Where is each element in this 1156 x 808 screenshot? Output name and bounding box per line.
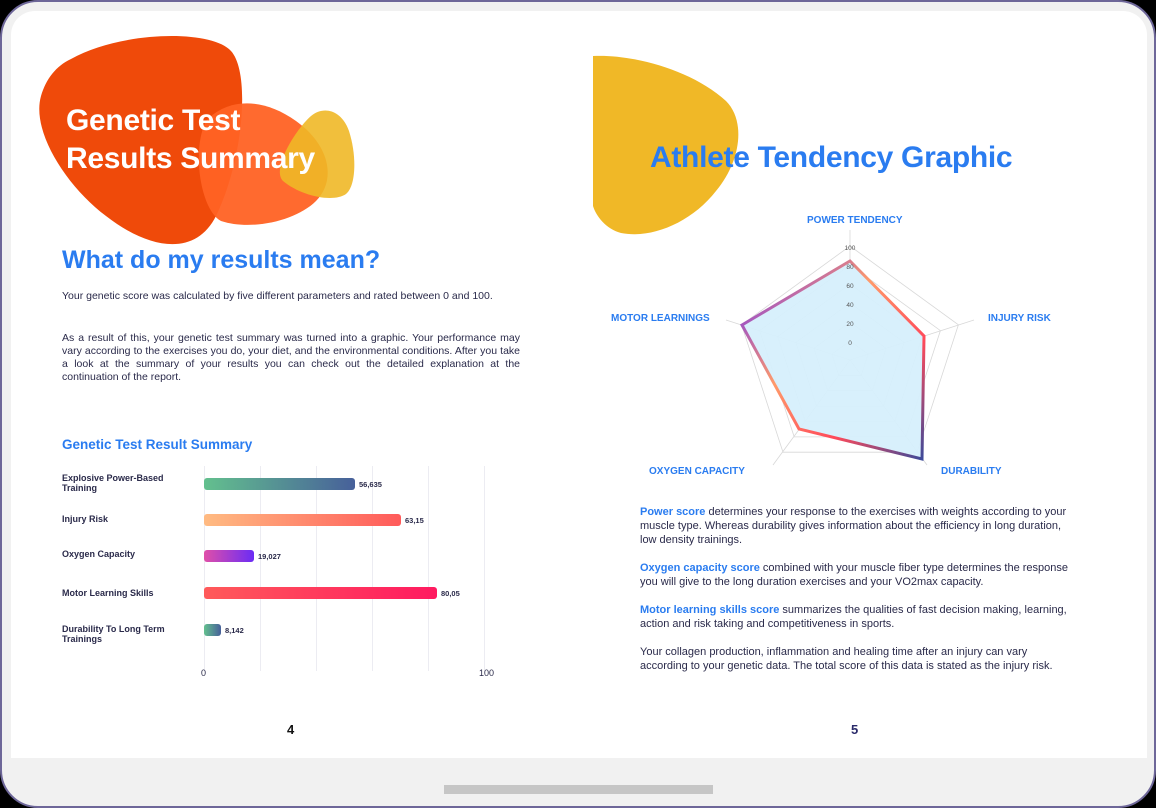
gridline xyxy=(484,466,485,671)
bar-durability xyxy=(204,624,221,636)
bar-value: 63,15 xyxy=(405,516,424,525)
svg-text:0: 0 xyxy=(848,340,852,347)
bar-oxygen-capacity xyxy=(204,550,254,562)
desc-injury-text: Your collagen production, inflammation a… xyxy=(640,646,1053,672)
svg-text:20: 20 xyxy=(846,321,854,328)
gridline xyxy=(260,466,261,671)
desc-power-text: determines your response to the exercise… xyxy=(640,506,1067,546)
radar-axis-oxygen: OXYGEN CAPACITY xyxy=(649,466,745,477)
gridline xyxy=(372,466,373,671)
desc-oxygen-text: combined with your muscle fiber type det… xyxy=(640,562,1068,588)
bar-value: 56,635 xyxy=(359,480,382,489)
decorative-blob-right xyxy=(593,55,739,235)
gridline xyxy=(316,466,317,671)
intro-paragraph-2: As a result of this, your genetic test s… xyxy=(62,332,520,383)
bar-label: Explosive Power-Based Training xyxy=(62,473,164,493)
page-number-left: 4 xyxy=(287,722,295,737)
bar-chart-title: Genetic Test Result Summary xyxy=(62,437,253,452)
radar-chart-plot: 100 80 60 40 20 0 xyxy=(725,230,975,466)
intro-paragraph-1: Your genetic score was calculated by fiv… xyxy=(62,290,493,302)
right-page-title: Athlete Tendency Graphic xyxy=(650,141,1013,174)
svg-text:40: 40 xyxy=(846,302,854,309)
desc-motor-term: Motor learning skills score xyxy=(640,604,780,616)
left-page-title: Genetic Test Results Summary xyxy=(66,102,315,178)
bar-motor-learning xyxy=(204,587,437,599)
radar-axis-injury: INJURY RISK xyxy=(988,313,1051,324)
desc-motor: Motor learning skills score summarizes t… xyxy=(640,603,1070,631)
horizontal-scrollbar[interactable] xyxy=(444,785,713,794)
desc-power-term: Power score xyxy=(640,506,706,518)
radar-axis-durability: DURABILITY xyxy=(941,466,1002,477)
x-tick-0: 0 xyxy=(201,668,207,678)
bar-value: 19,027 xyxy=(258,552,281,561)
desc-injury: Your collagen production, inflammation a… xyxy=(640,645,1070,673)
desc-motor-text: summarizes the qualities of fast decisio… xyxy=(640,604,1067,630)
decorative-blobs-left xyxy=(39,36,355,245)
bar-label: Durability To Long Term Trainings xyxy=(62,624,165,644)
bar-value: 8,142 xyxy=(225,626,244,635)
svg-text:80: 80 xyxy=(846,264,854,271)
title-line-2: Results Summary xyxy=(66,142,315,175)
section-heading: What do my results mean? xyxy=(62,246,381,274)
svg-text:100: 100 xyxy=(845,245,856,252)
gridline xyxy=(204,466,205,671)
radar-axis-motor: MOTOR LEARNINGS xyxy=(611,313,710,324)
bar-value: 80,05 xyxy=(441,589,460,598)
document-spread: Genetic Test Results Summary What do my … xyxy=(11,11,1147,758)
page-number-right: 5 xyxy=(851,722,859,737)
desc-power: Power score determines your response to … xyxy=(640,505,1070,547)
desc-oxygen: Oxygen capacity score combined with your… xyxy=(640,561,1070,589)
x-tick-100: 100 xyxy=(479,668,495,678)
bar-label: Motor Learning Skills xyxy=(62,588,154,598)
bar-label: Injury Risk xyxy=(62,514,109,524)
bar-injury-risk xyxy=(204,514,401,526)
gridline xyxy=(428,466,429,671)
bar-label: Oxygen Capacity xyxy=(62,549,136,559)
svg-text:60: 60 xyxy=(846,283,854,290)
title-line-1: Genetic Test xyxy=(66,104,241,137)
bar-explosive-power xyxy=(204,478,355,490)
desc-oxygen-term: Oxygen capacity score xyxy=(640,562,760,574)
radar-axis-power: POWER TENDENCY xyxy=(807,215,903,226)
